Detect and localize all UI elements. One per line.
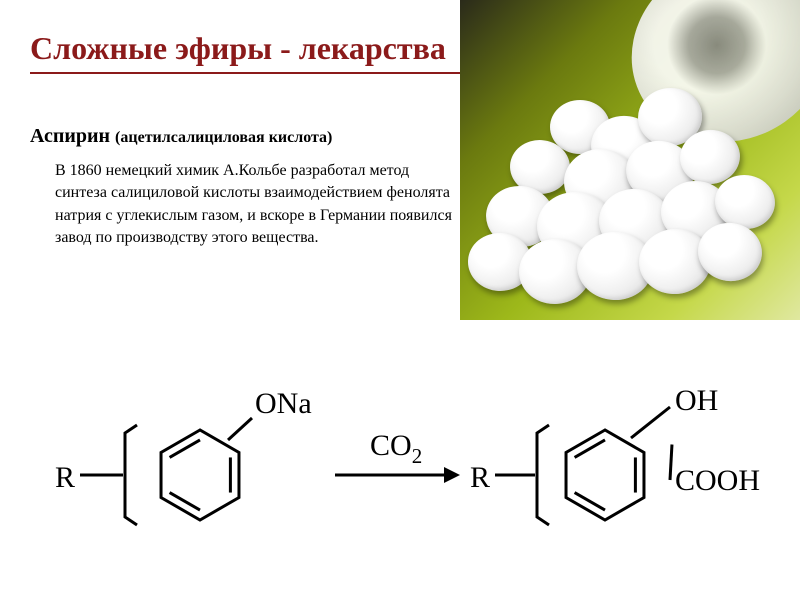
substituent-ona: ONa <box>255 387 312 420</box>
substituent-cooh: COOH <box>675 464 760 497</box>
subtitle-main: Аспирин <box>30 125 115 147</box>
r-label-left: R <box>55 461 75 494</box>
body-text: В 1860 немецкий химик А.Кольбе разработа… <box>55 160 455 250</box>
photo-background <box>460 0 800 320</box>
chemical-reaction: R ONa CO2 R OH COOH <box>25 355 775 580</box>
r-label-right: R <box>470 461 490 494</box>
subtitle-paren: (ацетилсалициловая кислота) <box>115 129 332 146</box>
substituent-oh: OH <box>675 384 718 417</box>
page-title: Сложные эфиры - лекарства <box>30 30 470 74</box>
subtitle: Аспирин (ацетилсалициловая кислота) <box>30 125 332 148</box>
reagent-co2: CO2 <box>370 429 422 468</box>
pills-photo <box>460 0 800 320</box>
